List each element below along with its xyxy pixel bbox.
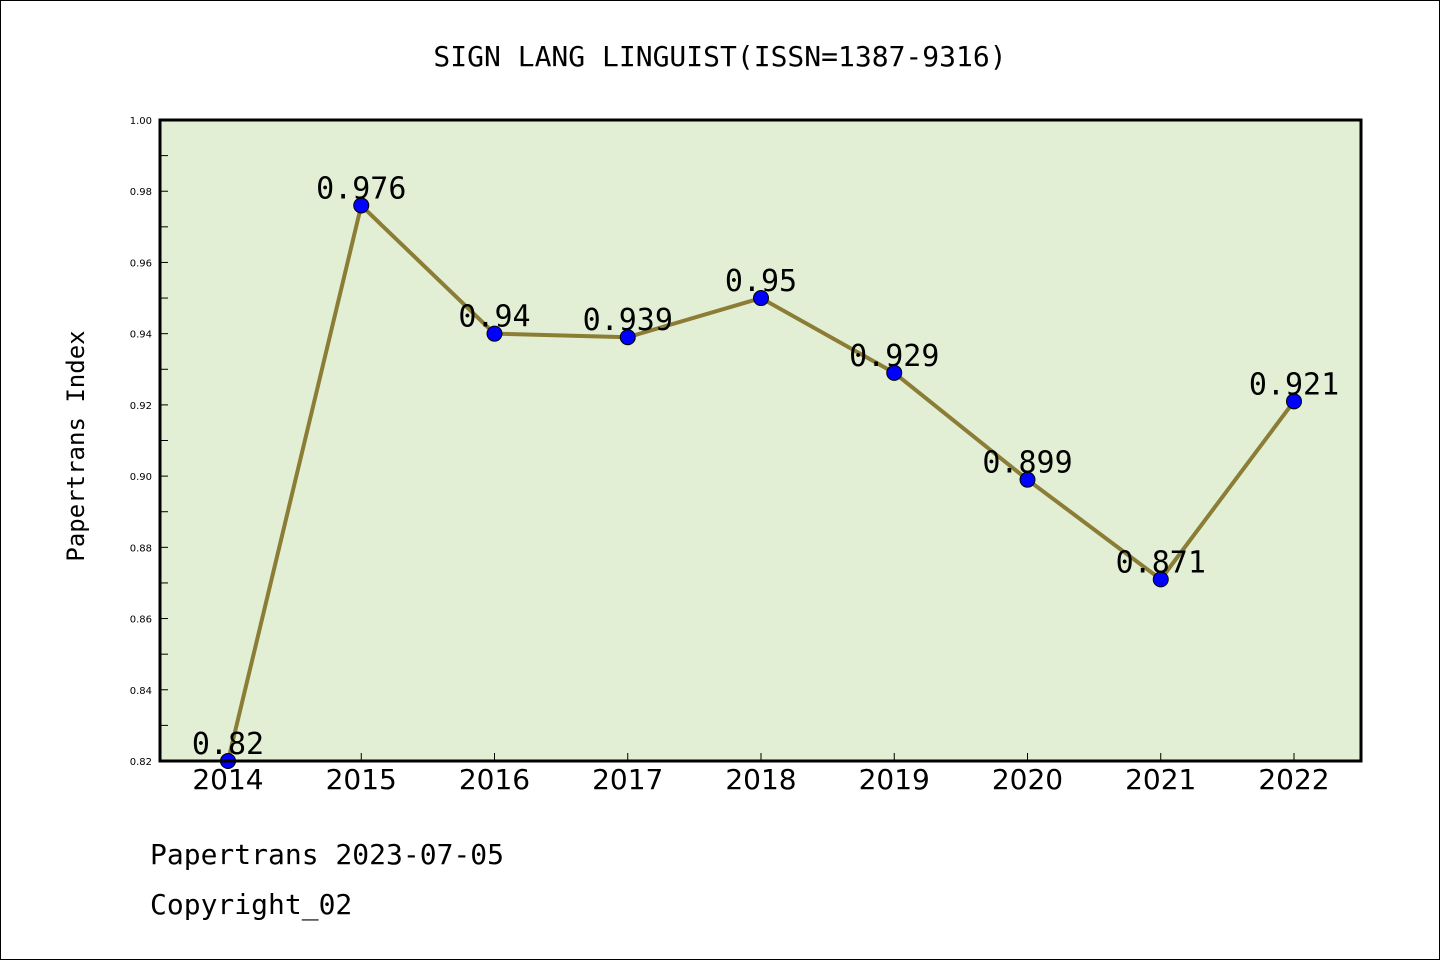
- footer-copyright: Copyright_02: [150, 888, 352, 922]
- data-label-2020: 0.899: [982, 446, 1072, 481]
- chart-title: SIGN LANG LINGUIST(ISSN=1387-9316): [433, 40, 1006, 73]
- x-tick-label-1: 2015: [326, 763, 397, 796]
- x-tick-label-2: 2016: [459, 763, 530, 796]
- x-tick-label-4: 2018: [725, 763, 796, 796]
- data-markers: [220, 197, 1302, 769]
- data-point-2015: [353, 197, 370, 214]
- y-tick-label-6: 0.94: [130, 330, 152, 341]
- data-point-2018: [753, 290, 769, 307]
- y-tick-label-4: 0.90: [130, 472, 152, 483]
- data-labels: 0.82 0.976 0.94 0.939 0.95 0.929 0.899 0.871 0.9…: [192, 171, 1339, 762]
- data-label-2019: 0.929: [849, 339, 939, 374]
- x-tick-label-7: 2021: [1125, 763, 1196, 796]
- y-tick-label-7: 0.96: [130, 258, 152, 269]
- data-label-2022: 0.921: [1249, 367, 1339, 402]
- x-tick-label-6: 2020: [992, 763, 1063, 796]
- y-axis: 0.82 0.84 0.86 0.88 0.90 0.92 0.94 0.96 0.98 1.00: [130, 116, 168, 768]
- x-tick-label-3: 2017: [592, 763, 663, 796]
- y-tick-label-3: 0.88: [130, 543, 152, 554]
- y-axis-label: Papertrans Index: [62, 330, 90, 561]
- y-tick-label-9: 1.00: [130, 116, 152, 127]
- data-point-2021: [1152, 571, 1169, 588]
- x-tick-label-5: 2019: [859, 763, 930, 796]
- data-point-2019: [886, 364, 903, 381]
- data-label-2014: 0.82: [192, 727, 264, 762]
- y-tick-label-5: 0.92: [130, 401, 152, 412]
- y-tick-label-8: 0.98: [130, 187, 152, 198]
- data-label-2018: 0.95: [725, 264, 797, 299]
- data-point-2017: [619, 329, 636, 346]
- footer-date: Papertrans 2023-07-05: [150, 838, 504, 871]
- y-tick-label-2: 0.86: [130, 615, 152, 626]
- data-label-2015: 0.976: [316, 171, 406, 206]
- y-tick-label-0: 0.82: [130, 757, 152, 768]
- data-label-2016: 0.94: [458, 300, 530, 335]
- data-label-2021: 0.871: [1116, 545, 1206, 580]
- y-tick-label-1: 0.84: [130, 686, 152, 697]
- plot-border: [158, 118, 1363, 763]
- data-label-2017: 0.939: [583, 303, 673, 338]
- plot-area: [160, 120, 1361, 761]
- data-point-2016: [486, 325, 503, 342]
- data-point-2020: [1019, 471, 1036, 488]
- x-tick-label-8: 2022: [1258, 763, 1329, 796]
- data-point-2022: [1286, 393, 1302, 410]
